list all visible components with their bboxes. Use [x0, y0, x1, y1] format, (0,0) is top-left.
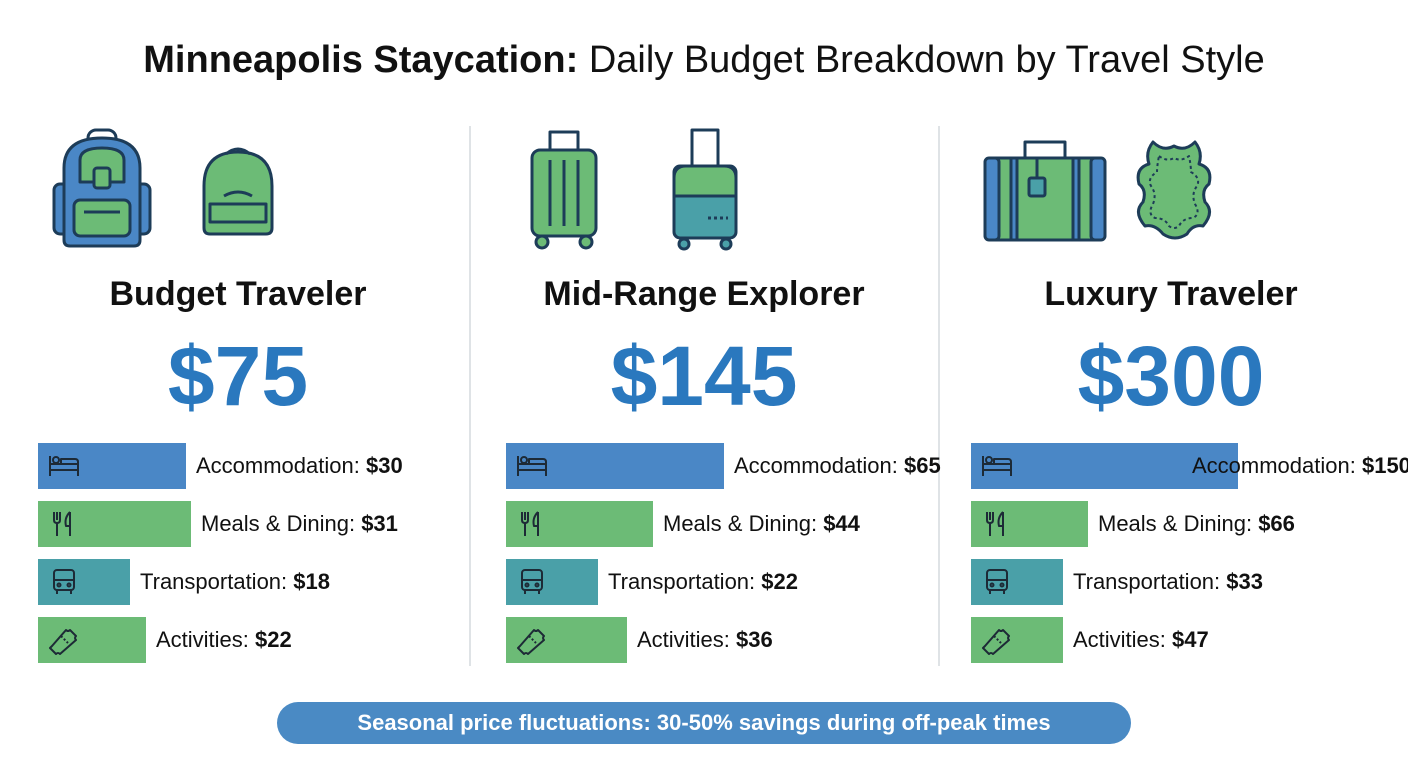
cost-bars: Accommodation: $150 Meals & Dining: $66 Tr… [971, 443, 1408, 667]
bar-row: Transportation: $22 [506, 559, 972, 605]
suitcase-icon [530, 130, 598, 250]
column-divider [469, 126, 471, 666]
cost-bars: Accommodation: $30 Meals & Dining: $31 Tra… [38, 443, 504, 667]
bar-label: Accommodation: $150 [1192, 443, 1408, 489]
icon-group [981, 120, 1231, 255]
value-label: $66 [1258, 511, 1295, 536]
bus-icon [521, 569, 543, 594]
value-label: $31 [361, 511, 398, 536]
category-label: Transportation: [608, 569, 762, 594]
value-label: $33 [1226, 569, 1263, 594]
bar-label: Meals & Dining: $44 [663, 501, 860, 547]
bar [506, 443, 724, 489]
small-backpack-icon [202, 147, 274, 236]
bar-label: Transportation: $33 [1073, 559, 1263, 605]
title-regular: Daily Budget Breakdown by Travel Style [588, 39, 1265, 81]
bar-label: Transportation: $18 [140, 559, 330, 605]
bar [506, 501, 653, 547]
bar-label: Meals & Dining: $66 [1098, 501, 1295, 547]
chart-title: Minneapolis Staycation: Daily Budget Bre… [0, 34, 1408, 86]
bed-icon [982, 456, 1012, 476]
bar [38, 501, 191, 547]
budget-column: Budget Traveler $75 Accommodation: $30 Me… [38, 0, 504, 768]
value-label: $22 [255, 627, 292, 652]
rolling-suitcase-icon [672, 128, 738, 251]
backpack-icon [52, 128, 152, 248]
bar-row: Meals & Dining: $66 [971, 501, 1408, 547]
bar [971, 443, 1238, 489]
title-bold: Minneapolis Staycation: [143, 39, 579, 81]
bar-label: Activities: $22 [156, 617, 292, 663]
value-label: $47 [1172, 627, 1209, 652]
value-label: $150 [1361, 453, 1408, 478]
leather-hide-icon [1136, 140, 1212, 240]
category-label: Activities: [1073, 627, 1173, 652]
ticket-icon [517, 629, 545, 655]
value-label: $18 [293, 569, 330, 594]
bar-label: Activities: $47 [1073, 617, 1209, 663]
bar-row: Meals & Dining: $44 [506, 501, 972, 547]
bar [38, 443, 186, 489]
value-label: $30 [365, 453, 403, 478]
fork-knife-icon [521, 511, 539, 536]
bar-label: Transportation: $22 [608, 559, 798, 605]
icon-group [50, 120, 290, 255]
bed-icon [517, 456, 547, 476]
bus-icon [53, 569, 75, 594]
style-title: Mid-Range Explorer [543, 275, 865, 313]
category-label: Accommodation: [196, 453, 366, 478]
bed-icon [49, 456, 79, 476]
luxury-column: Luxury Traveler $300 Accommodation: $150… [971, 0, 1408, 768]
category-label: Accommodation: [1192, 453, 1362, 478]
ticket-icon [982, 629, 1010, 655]
bar-row: Activities: $36 [506, 617, 972, 663]
category-label: Activities: [156, 627, 256, 652]
bar-row: Accommodation: $65 [506, 443, 972, 489]
category-label: Transportation: [1073, 569, 1227, 594]
bar-row: Meals & Dining: $31 [38, 501, 504, 547]
value-label: $44 [823, 511, 860, 536]
daily-total: $145 [610, 329, 798, 423]
fork-knife-icon [53, 511, 71, 536]
bar-row: Accommodation: $30 [38, 443, 504, 489]
style-title: Luxury Traveler [1044, 275, 1298, 313]
bar-label: Accommodation: $30 [196, 443, 403, 489]
bar-row: Activities: $47 [971, 617, 1408, 663]
bus-icon [986, 569, 1008, 594]
daily-total: $300 [1077, 329, 1265, 423]
category-label: Meals & Dining: [1098, 511, 1259, 536]
bar [971, 617, 1063, 663]
category-label: Transportation: [140, 569, 294, 594]
value-label: $22 [761, 569, 798, 594]
seasonal-note: Seasonal price fluctuations: 30-50% savi… [277, 702, 1131, 744]
bar-row: Activities: $22 [38, 617, 504, 663]
value-label: $36 [736, 627, 773, 652]
luxury-trunk-icon [983, 140, 1107, 242]
bar-label: Activities: $36 [637, 617, 773, 663]
value-label: $65 [903, 453, 941, 478]
fork-knife-icon [986, 511, 1004, 536]
column-divider [938, 126, 940, 666]
category-label: Meals & Dining: [663, 511, 824, 536]
daily-total: $75 [167, 329, 309, 423]
bar-label: Meals & Dining: $31 [201, 501, 398, 547]
midrange-column: Mid-Range Explorer $145 Accommodation: $… [506, 0, 972, 768]
bar-label: Accommodation: $65 [734, 443, 941, 489]
style-title: Budget Traveler [109, 275, 367, 313]
bar-row: Transportation: $33 [971, 559, 1408, 605]
category-label: Activities: [637, 627, 737, 652]
ticket-icon [49, 629, 77, 655]
category-label: Accommodation: [734, 453, 904, 478]
category-label: Meals & Dining: [201, 511, 362, 536]
icon-group [526, 120, 766, 255]
bar-row: Transportation: $18 [38, 559, 504, 605]
bar-row: Accommodation: $150 [971, 443, 1408, 489]
cost-bars: Accommodation: $65 Meals & Dining: $44 Tra… [506, 443, 972, 667]
